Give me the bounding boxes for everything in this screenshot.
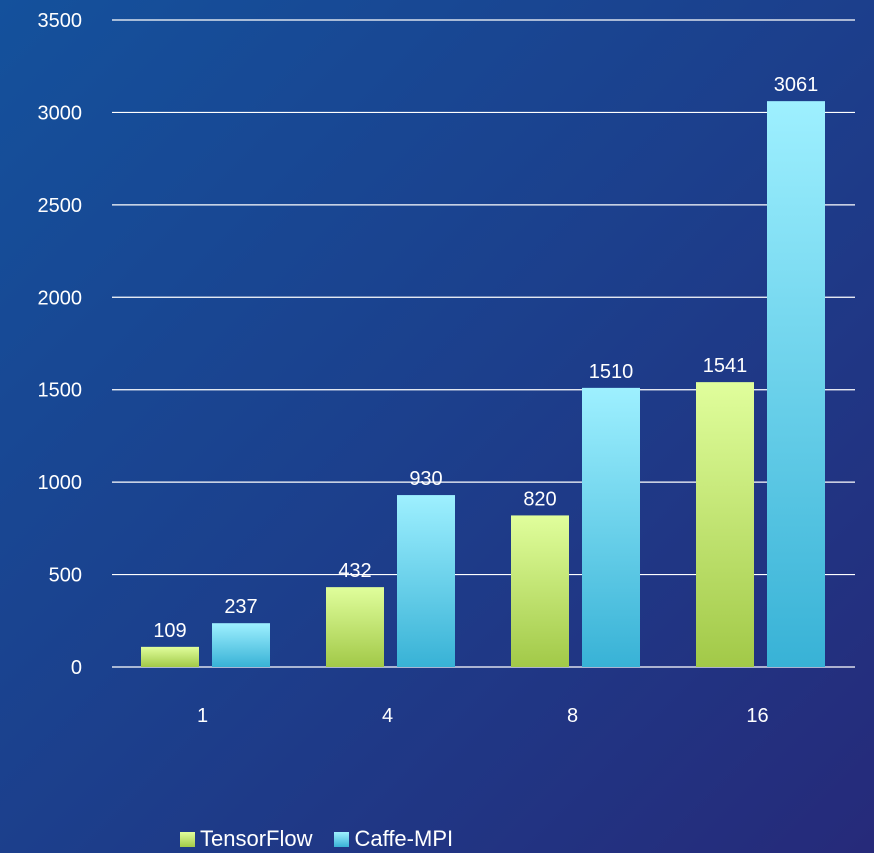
y-tick-label-1000: 1000 <box>38 472 83 494</box>
legend-label-caffe-mpi: Caffe-MPI <box>354 826 454 851</box>
bars <box>141 101 825 667</box>
y-tick-label-2500: 2500 <box>38 195 83 217</box>
y-axis-ticks: 0 500 1000 1500 2000 2500 3000 3500 <box>38 10 83 679</box>
x-tick-label-8: 8 <box>567 705 578 727</box>
x-axis-ticks: 1 4 8 16 <box>197 705 769 727</box>
bar-caffe-mpi-8 <box>582 387 640 667</box>
y-tick-label-500: 500 <box>49 565 82 587</box>
data-label-tensorflow-4: 432 <box>338 560 371 582</box>
legend-swatch-caffe-mpi <box>334 831 350 847</box>
data-label-tensorflow-1: 109 <box>153 620 186 642</box>
data-label-caffe-mpi-8: 1510 <box>589 361 634 383</box>
data-label-caffe-mpi-16: 3061 <box>774 74 819 96</box>
data-label-caffe-mpi-4: 930 <box>409 468 442 490</box>
legend: TensorFlow Caffe-MPI <box>180 826 453 852</box>
y-tick-label-0: 0 <box>71 657 82 679</box>
bar-caffe-mpi-16 <box>767 101 825 667</box>
bar-tensorflow-4 <box>326 587 384 667</box>
bar-tensorflow-1 <box>141 646 199 667</box>
legend-label-tensorflow: TensorFlow <box>200 826 313 851</box>
x-tick-label-4: 4 <box>382 705 393 727</box>
y-tick-label-1500: 1500 <box>38 380 83 402</box>
legend-item-caffe-mpi: Caffe-MPI <box>334 826 453 852</box>
legend-swatch-tensorflow <box>180 831 195 847</box>
gridlines <box>112 19 855 668</box>
bar-caffe-mpi-4 <box>397 495 455 667</box>
y-tick-label-2000: 2000 <box>38 287 83 309</box>
data-label-tensorflow-16: 1541 <box>703 355 748 377</box>
legend-item-tensorflow: TensorFlow <box>180 826 312 852</box>
data-labels: 109 237 432 930 820 1510 1541 3061 <box>153 74 818 642</box>
bar-tensorflow-16 <box>696 382 754 667</box>
y-tick-label-3000: 3000 <box>38 102 83 124</box>
x-tick-label-1: 1 <box>197 705 208 727</box>
y-tick-label-3500: 3500 <box>38 10 83 32</box>
data-label-tensorflow-8: 820 <box>523 488 556 510</box>
bar-tensorflow-8 <box>511 515 569 667</box>
x-tick-label-16: 16 <box>746 705 768 727</box>
bar-caffe-mpi-1 <box>212 623 270 667</box>
data-label-caffe-mpi-1: 237 <box>224 596 257 618</box>
